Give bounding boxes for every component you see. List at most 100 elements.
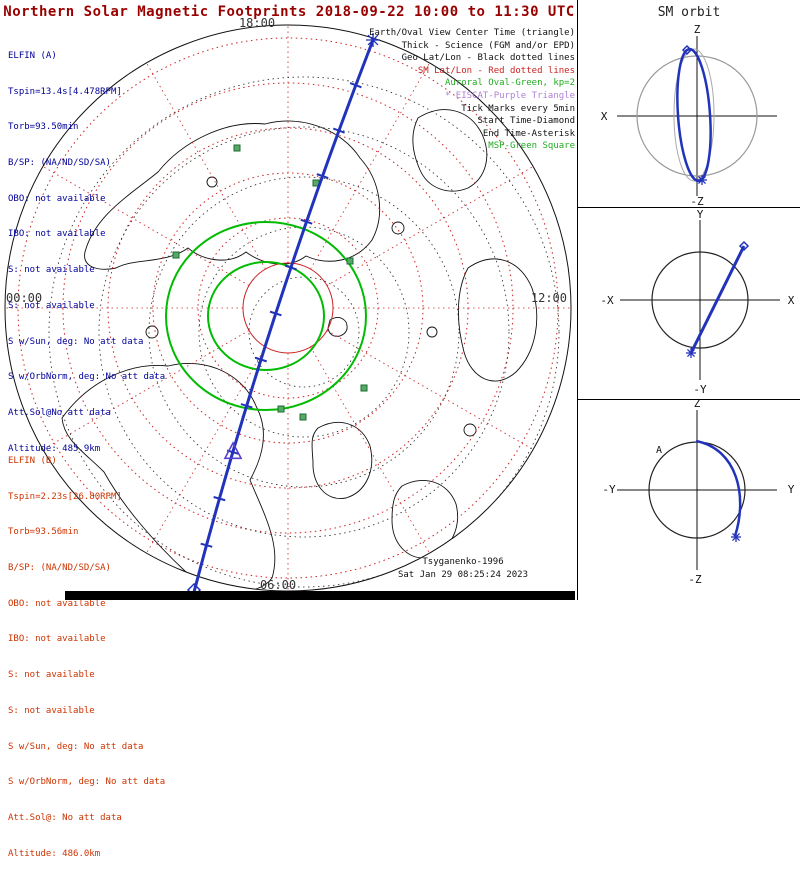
orbit-arc: [695, 439, 742, 537]
msp-station-square: [299, 413, 307, 421]
island: [463, 423, 477, 437]
model-stamp: Tsyganenko-1996 Sat Jan 29 08:25:24 2023: [368, 556, 558, 581]
legend-line-sm-grid: SM Lat/Lon - Red dotted lines: [417, 65, 575, 76]
coastline-north-america: [61, 362, 276, 591]
mlt-label-1200: 12:00: [531, 291, 567, 305]
model-name-label: Tsyganenko-1996: [422, 557, 504, 567]
earth-circle: [651, 251, 749, 349]
orbit3-axis-right: Y: [788, 483, 795, 496]
track-5min-tick: [349, 82, 362, 89]
orbit1-axis-top: Z: [694, 23, 701, 36]
sm-lon-spoke: [310, 346, 430, 554]
legend-line-auroral-oval: Auroral Oval-Green, kp=2: [444, 78, 575, 89]
orbit-panel-divider-1: [578, 207, 800, 208]
page-title: Northern Solar Magnetic Footprints 2018-…: [3, 4, 575, 20]
legend-line-start-time: Start Time-Diamond: [477, 116, 575, 127]
elfin-a-line: S: not available: [8, 300, 95, 311]
orbit-end-asterisk: [687, 349, 695, 357]
elfin-a-line: OBO: not available: [8, 193, 106, 204]
elfin-a-line: ELFIN (A): [8, 50, 57, 61]
end-time-asterisk: [367, 34, 379, 46]
msp-station-square: [277, 405, 285, 413]
coastline-greenland: [311, 421, 373, 499]
elfin-b-line: S w/OrbNorm, deg: No att data: [8, 777, 166, 788]
elfin-a-line: S w/Sun, deg: No att data: [8, 336, 144, 347]
geo-lat-circle: [198, 226, 410, 438]
orbit2-axis-top: Y: [697, 208, 704, 221]
sm-orbit-panels: [617, 36, 780, 570]
elfin-b-line: S: not available: [8, 670, 95, 681]
orbit2-axis-bottom: -Y: [693, 383, 707, 396]
elfin-a-line: Altitude: 485.9km: [8, 443, 101, 454]
geo-lat-circle: [248, 276, 360, 388]
orbit-segment: [689, 245, 746, 354]
created-timestamp-label: Sat Jan 29 08:25:24 2023: [397, 569, 529, 580]
orbit1-axis-left: X: [601, 110, 608, 123]
orbit-start-diamond: [681, 44, 693, 56]
orbit3-satellite-a-label: A: [656, 445, 662, 456]
elfin-b-line: ELFIN (B): [8, 455, 57, 466]
orbit2-axis-right: X: [788, 294, 795, 307]
elfin-a-info-panel: ELFIN (A) Tspin=13.4s[4.478RPM] Torb=93.…: [8, 27, 165, 468]
track-5min-tick: [284, 264, 297, 271]
island: [391, 221, 405, 235]
elfin-footprint-track: [192, 39, 375, 593]
orbit-start-diamond: [738, 240, 750, 252]
mlt-label-0000: 00:00: [6, 291, 42, 305]
elfin-a-line: Att.Sol@No att data: [8, 408, 111, 418]
map-legend: Earth/Oval View Center Time (triangle) T…: [315, 27, 575, 153]
track-5min-tick: [332, 127, 345, 134]
elfin-b-line: IBO: not available: [8, 634, 106, 645]
legend-line-msp: MSP-Green Square: [488, 141, 575, 152]
elfin-a-line: Tspin=13.4s[4.478RPM]: [8, 86, 122, 97]
coastline-africa: [458, 258, 538, 382]
elfin-b-line: S: not available: [8, 705, 95, 716]
legend-line-geo-grid: Geo Lat/Lon - Black dotted lines: [401, 53, 575, 64]
track-5min-tick: [213, 496, 226, 502]
elfin-a-line: S w/OrbNorm, deg: No att data: [8, 372, 166, 383]
legend-line-end-time: End Time-Asterisk: [482, 128, 575, 139]
legend-line-eiscat: * EISCAT-Purple Triangle: [444, 90, 575, 101]
map-layers: [5, 25, 571, 591]
elfin-a-line: B/SP: (NA/ND/SD/SA): [8, 157, 111, 168]
orbit3-axis-top: Z: [694, 397, 701, 410]
msp-station-square: [172, 251, 180, 259]
plot-canvas: 18:00 00:00 12:00 06:00 Z -Z X Y -Y -X X…: [4, 16, 795, 598]
center-time-triangle: [223, 441, 243, 460]
elfin-b-info-panel: ELFIN (B) Tspin=2.23s[26.80RPM] Torb=93.…: [8, 432, 165, 873]
track-5min-tick: [300, 218, 313, 225]
msp-station-square: [360, 384, 368, 392]
elfin-b-line: B/SP: (NA/ND/SD/SA): [8, 562, 111, 573]
elfin-a-line: IBO: not available: [8, 229, 106, 240]
msp-station-square: [346, 257, 354, 265]
track-5min-tick: [240, 403, 253, 409]
coastline-south-america: [391, 479, 458, 559]
orbit1-axis-bottom: -Z: [690, 195, 704, 208]
elfin-a-line: Torb=93.50min: [8, 122, 79, 133]
msp-station-square: [233, 144, 241, 152]
sm-lat-circle: [152, 172, 424, 444]
legend-line-tick-marks: Tick Marks every 5min: [461, 103, 575, 114]
elfin-b-line: Torb=93.56min: [8, 527, 79, 538]
orbit-panel-divider-2: [578, 399, 800, 400]
elfin-b-line: Att.Sol@: No att data: [8, 813, 122, 823]
sm-lon-spoke: [326, 330, 534, 450]
sm-lon-spoke: [326, 166, 534, 286]
island: [426, 326, 438, 338]
track-5min-tick: [200, 542, 213, 548]
orbit3-axis-left: -Y: [602, 483, 616, 496]
elfin-b-line: S w/Sun, deg: No att data: [8, 741, 144, 752]
track-5min-tick: [254, 356, 267, 363]
orbit2-axis-left: -X: [600, 294, 614, 307]
elfin-b-line: OBO: not available: [8, 598, 106, 609]
vertical-panel-divider: [577, 0, 578, 600]
elfin-b-line: Tspin=2.23s[26.80RPM]: [8, 491, 122, 502]
sm-orbit-title: SM orbit: [657, 5, 721, 20]
auroral-oval-outer: [165, 221, 367, 411]
orbit3-axis-bottom: -Z: [688, 573, 702, 586]
bottom-black-bar: [65, 591, 575, 600]
auroral-oval-inner: [207, 261, 325, 371]
legend-line-center-time: Earth/Oval View Center Time (triangle): [369, 28, 575, 38]
coastline-arctic-island: [327, 317, 348, 337]
legend-line-thick-science: Thick - Science (FGM and/or EPD): [401, 40, 575, 51]
